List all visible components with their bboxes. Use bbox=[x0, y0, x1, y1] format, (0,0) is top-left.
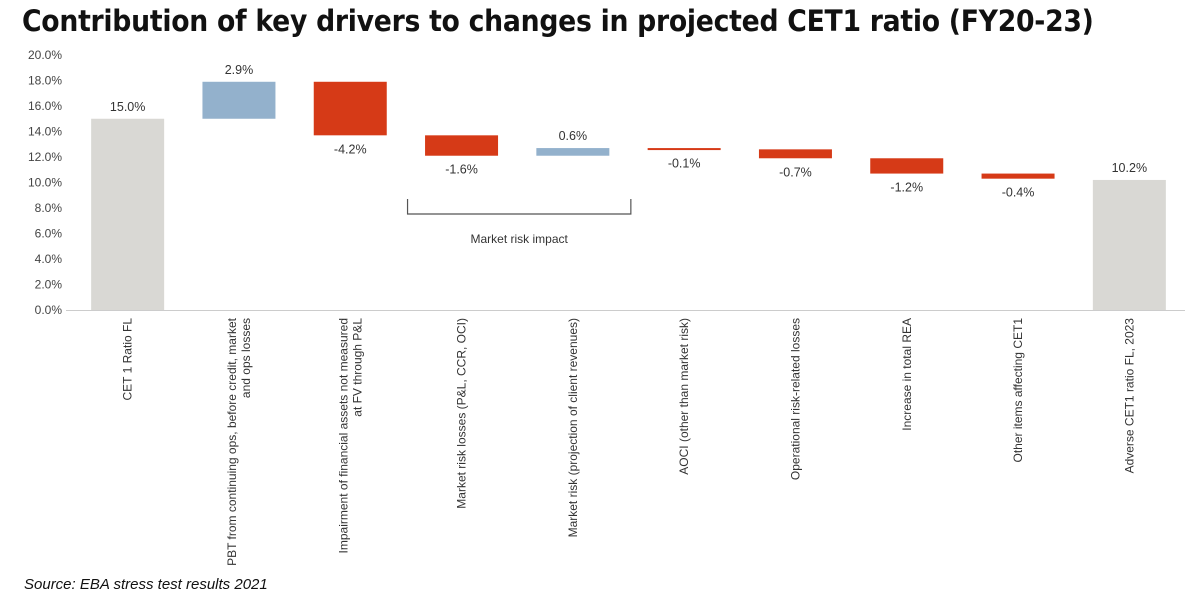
category-label: PBT from continuing ops, before credit, … bbox=[225, 317, 239, 566]
category-label: Market risk (projection of client revenu… bbox=[566, 318, 580, 537]
y-tick-label: 4.0% bbox=[35, 252, 63, 266]
bar bbox=[202, 81, 276, 119]
data-label: -0.4% bbox=[1002, 186, 1035, 200]
annotation-label: Market risk impact bbox=[471, 232, 569, 246]
source-note: Source: EBA stress test results 2021 bbox=[24, 576, 268, 593]
data-label: 10.2% bbox=[1112, 161, 1147, 175]
data-label: -0.7% bbox=[779, 165, 812, 179]
data-label: 0.6% bbox=[559, 129, 588, 143]
data-label: -1.6% bbox=[445, 163, 478, 177]
bar bbox=[758, 149, 832, 159]
data-label: 15.0% bbox=[110, 100, 145, 114]
category-label: at FV through P&L bbox=[350, 318, 364, 417]
category-label: Operational risk-related losses bbox=[788, 318, 802, 480]
bar bbox=[870, 158, 944, 174]
y-tick-label: 12.0% bbox=[28, 150, 62, 164]
y-tick-label: 6.0% bbox=[35, 227, 63, 241]
bar bbox=[1092, 179, 1166, 310]
category-label: CET 1 Ratio FL bbox=[121, 318, 135, 401]
data-label: -0.1% bbox=[668, 156, 701, 170]
data-label: -4.2% bbox=[334, 142, 367, 156]
market-risk-bracket bbox=[406, 199, 632, 215]
data-label: 2.9% bbox=[225, 63, 254, 77]
chart-title: Contribution of key drivers to changes i… bbox=[22, 4, 1094, 38]
bar bbox=[91, 118, 165, 310]
y-tick-label: 16.0% bbox=[28, 99, 62, 113]
data-label: -1.2% bbox=[890, 181, 923, 195]
y-tick-label: 14.0% bbox=[28, 125, 62, 139]
bar bbox=[647, 148, 721, 151]
y-tick-label: 20.0% bbox=[28, 48, 62, 62]
bar bbox=[313, 81, 387, 136]
category-label: Market risk losses (P&L, CCR, OCI) bbox=[455, 318, 469, 509]
y-tick-label: 0.0% bbox=[35, 303, 63, 317]
category-label: and ops losses bbox=[239, 318, 253, 398]
bar bbox=[981, 173, 1055, 179]
category-label: Impairment of financial assets not measu… bbox=[336, 318, 350, 553]
y-tick-label: 8.0% bbox=[35, 201, 63, 215]
category-label: Other items affecting CET1 bbox=[1011, 318, 1025, 463]
y-tick-label: 18.0% bbox=[28, 74, 62, 88]
y-tick-label: 10.0% bbox=[28, 176, 62, 190]
bar bbox=[425, 135, 499, 156]
category-label: Adverse CET1 ratio FL, 2023 bbox=[1122, 318, 1136, 474]
bar bbox=[536, 148, 610, 156]
y-tick-label: 2.0% bbox=[35, 278, 63, 292]
category-label: AOCI (other than market risk) bbox=[677, 318, 691, 475]
category-label: Increase in total REA bbox=[900, 318, 914, 431]
